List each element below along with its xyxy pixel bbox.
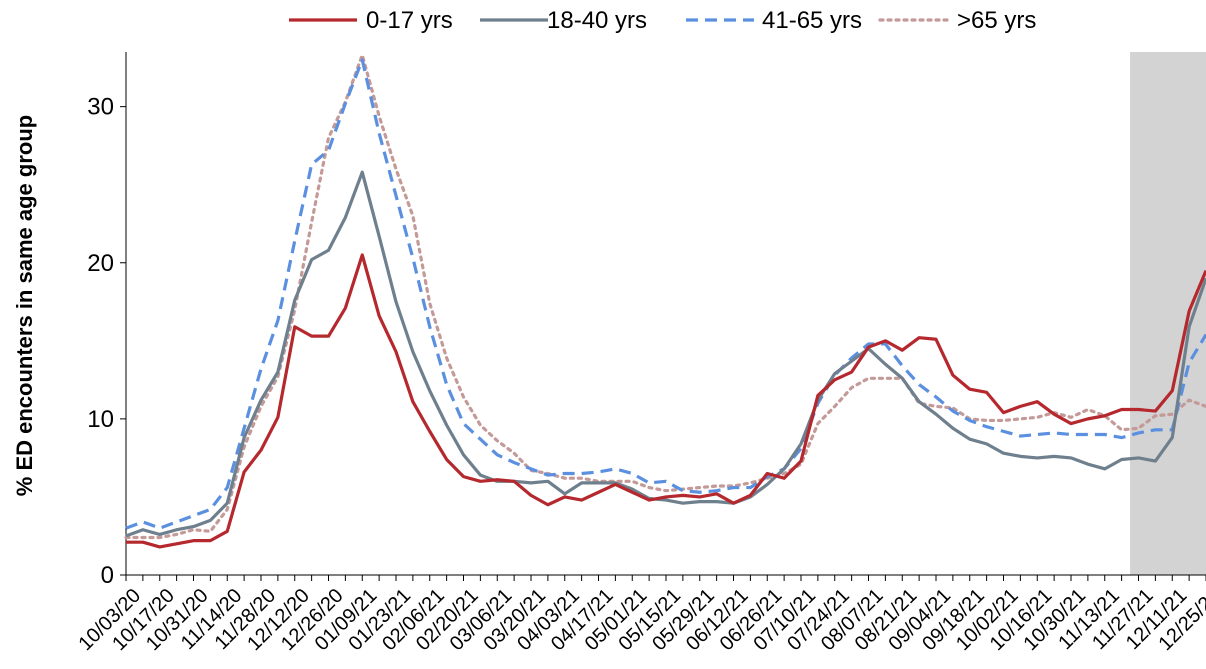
y-ticks: 0 10 20 30 <box>87 94 126 589</box>
series-line-2 <box>125 170 1206 538</box>
y-tick-label: 30 <box>87 94 114 121</box>
legend-label-2: 18-40 yrs <box>547 7 647 34</box>
series-line-3 <box>125 58 1206 530</box>
x-ticks: 10/03/2010/17/2010/31/2011/14/2011/28/20… <box>75 575 1206 655</box>
legend-label-4: >65 yrs <box>957 7 1036 34</box>
y-axis-title: % ED encounters in same age group <box>12 115 37 496</box>
y-tick-label: 10 <box>87 406 114 433</box>
legend: 0-17 yrs 18-40 yrs 41-65 yrs >65 yrs <box>289 7 1036 34</box>
legend-label-1: 0-17 yrs <box>366 7 453 34</box>
series-lines <box>124 53 1206 549</box>
y-tick-label: 0 <box>101 562 114 589</box>
series-line-4 <box>124 53 1206 540</box>
y-tick-label: 20 <box>87 250 114 277</box>
series-line-1 <box>126 253 1206 549</box>
legend-label-3: 41-65 yrs <box>762 7 862 34</box>
